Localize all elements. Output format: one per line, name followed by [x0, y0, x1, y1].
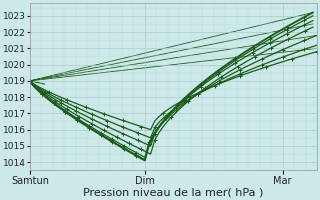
- X-axis label: Pression niveau de la mer( hPa ): Pression niveau de la mer( hPa ): [84, 187, 264, 197]
